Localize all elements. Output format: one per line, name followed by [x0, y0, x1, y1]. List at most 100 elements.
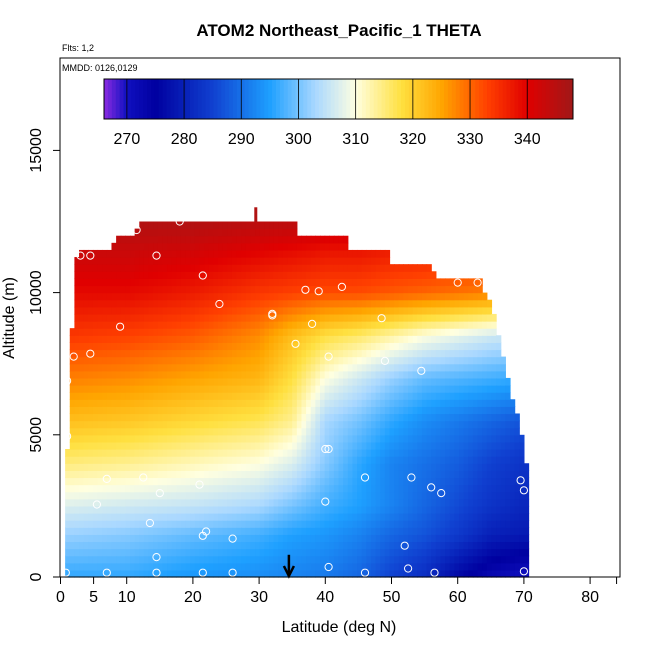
colorbar-segment: [174, 79, 179, 119]
field-cell: [468, 385, 474, 393]
field-cell: [417, 513, 423, 521]
field-cell: [65, 449, 71, 457]
field-cell: [157, 313, 164, 322]
field-cell: [426, 377, 432, 386]
field-cell: [301, 420, 307, 429]
field-cell: [306, 264, 312, 272]
field-cell: [519, 520, 525, 528]
field-cell: [255, 484, 261, 493]
field-cell: [500, 370, 506, 379]
field-cell: [273, 228, 279, 237]
field-cell: [514, 513, 520, 521]
field-cell: [468, 420, 474, 429]
field-cell: [69, 520, 75, 528]
field-cell: [190, 385, 196, 393]
field-cell: [171, 427, 177, 436]
field-cell: [74, 257, 80, 265]
field-cell: [347, 356, 354, 365]
field-cell: [454, 377, 460, 386]
field-cell: [218, 456, 224, 464]
field-cell: [375, 562, 381, 571]
field-cell: [245, 221, 252, 230]
field-cell: [92, 377, 99, 386]
field-cell: [519, 441, 525, 450]
field-cell: [259, 413, 265, 422]
field-cell: [269, 470, 275, 479]
field-cell: [245, 242, 252, 251]
field-cell: [445, 299, 451, 308]
field-cell: [454, 484, 460, 493]
field-cell: [264, 342, 270, 351]
field-cell: [185, 377, 191, 386]
field-cell: [218, 221, 224, 230]
field-cell: [310, 456, 316, 464]
field-cell: [426, 278, 432, 287]
field-cell: [148, 505, 154, 514]
field-cell: [301, 271, 307, 279]
field-cell: [171, 441, 177, 450]
field-cell: [259, 313, 265, 322]
field-cell: [324, 420, 330, 429]
field-cell: [218, 513, 224, 521]
field-cell: [510, 534, 516, 543]
field-cell: [343, 321, 349, 329]
field-cell: [463, 377, 469, 386]
field-cell: [222, 385, 228, 393]
field-cell: [236, 491, 242, 500]
field-cell: [403, 505, 409, 514]
field-cell: [449, 356, 455, 365]
field-cell: [264, 470, 270, 479]
field-cell: [116, 271, 122, 279]
field-cell: [384, 285, 391, 294]
field-cell: [222, 477, 228, 486]
field-cell: [143, 264, 150, 272]
field-cell: [468, 548, 474, 557]
field-cell: [417, 313, 423, 322]
field-cell: [250, 555, 256, 564]
field-cell: [194, 228, 201, 237]
field-cell: [69, 335, 75, 343]
field-cell: [491, 456, 497, 464]
field-cell: [273, 441, 279, 450]
field-cell: [486, 385, 493, 393]
field-cell: [139, 306, 145, 315]
field-cell: [134, 477, 140, 486]
field-cell: [370, 491, 377, 500]
field-cell: [264, 235, 270, 244]
field-cell: [208, 441, 215, 450]
field-cell: [222, 541, 228, 550]
field-cell: [477, 377, 483, 386]
field-cell: [320, 363, 326, 372]
field-cell: [412, 491, 418, 500]
field-cell: [361, 342, 367, 351]
field-cell: [435, 306, 442, 315]
field-cell: [194, 257, 201, 265]
field-cell: [310, 555, 316, 564]
field-cell: [486, 321, 493, 329]
field-cell: [361, 505, 367, 514]
field-cell: [352, 257, 358, 265]
field-cell: [459, 306, 465, 315]
field-cell: [398, 370, 405, 379]
field-cell: [315, 498, 321, 507]
field-cell: [292, 569, 298, 578]
field-cell: [148, 441, 154, 450]
field-cell: [412, 441, 418, 450]
field-cell: [403, 370, 409, 379]
field-cell: [218, 427, 224, 436]
field-cell: [111, 463, 117, 471]
field-cell: [194, 498, 201, 507]
field-cell: [259, 484, 265, 493]
field-cell: [139, 257, 145, 265]
field-cell: [398, 520, 405, 528]
field-cell: [347, 342, 354, 351]
field-cell: [343, 527, 349, 535]
field-cell: [171, 349, 177, 358]
field-cell: [445, 484, 451, 493]
field-cell: [459, 299, 465, 308]
field-cell: [111, 427, 117, 436]
field-cell: [231, 299, 238, 308]
field-cell: [315, 548, 321, 557]
field-cell: [472, 349, 479, 358]
field-cell: [97, 449, 103, 457]
